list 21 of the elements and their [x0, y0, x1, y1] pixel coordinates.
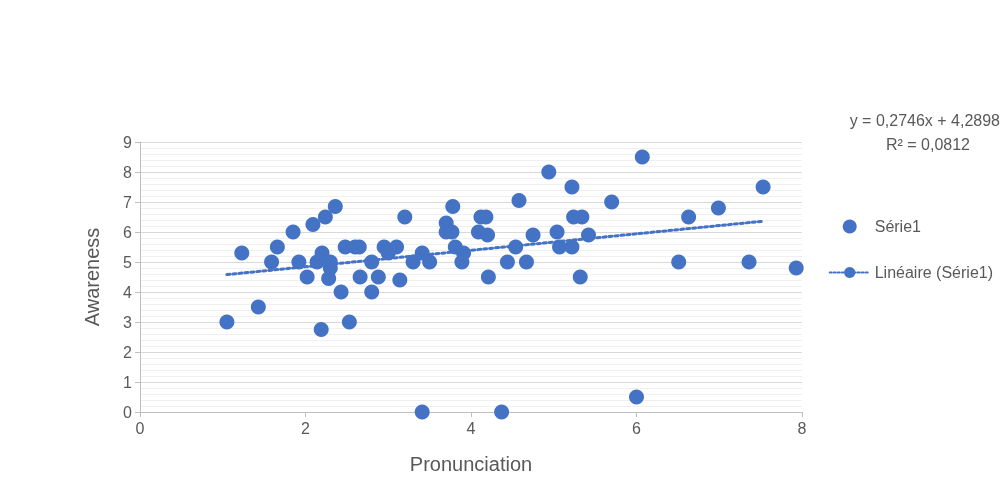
x-tick-label: 4 — [466, 419, 476, 437]
y-tick-label: 0 — [123, 403, 133, 421]
x-tick-label: 0 — [135, 419, 145, 437]
y-axis-title: Awareness — [81, 227, 103, 327]
y-tick-label: 2 — [123, 343, 133, 361]
text: R² = 0,0812 — [885, 135, 971, 153]
legend-label: Série1 — [874, 218, 922, 235]
y-tick-label: 4 — [123, 283, 133, 301]
x-axis-title: Pronunciation — [409, 453, 533, 475]
y-tick-label: 5 — [123, 253, 133, 271]
y-tick-label: 7 — [123, 193, 133, 211]
x-tick-label: 6 — [632, 419, 642, 437]
x-tick-label: 2 — [301, 419, 311, 437]
text: y = 0,2746x + 4,2898 — [849, 111, 1001, 129]
x-tick-label: 8 — [797, 419, 807, 437]
y-tick-label: 9 — [123, 133, 133, 151]
y-tick-label: 6 — [123, 223, 133, 241]
y-tick-label: 3 — [123, 313, 133, 331]
y-tick-label: 1 — [123, 373, 133, 391]
legend-label: Linéaire (Série1) — [874, 264, 993, 281]
y-tick-label: 8 — [123, 163, 133, 181]
